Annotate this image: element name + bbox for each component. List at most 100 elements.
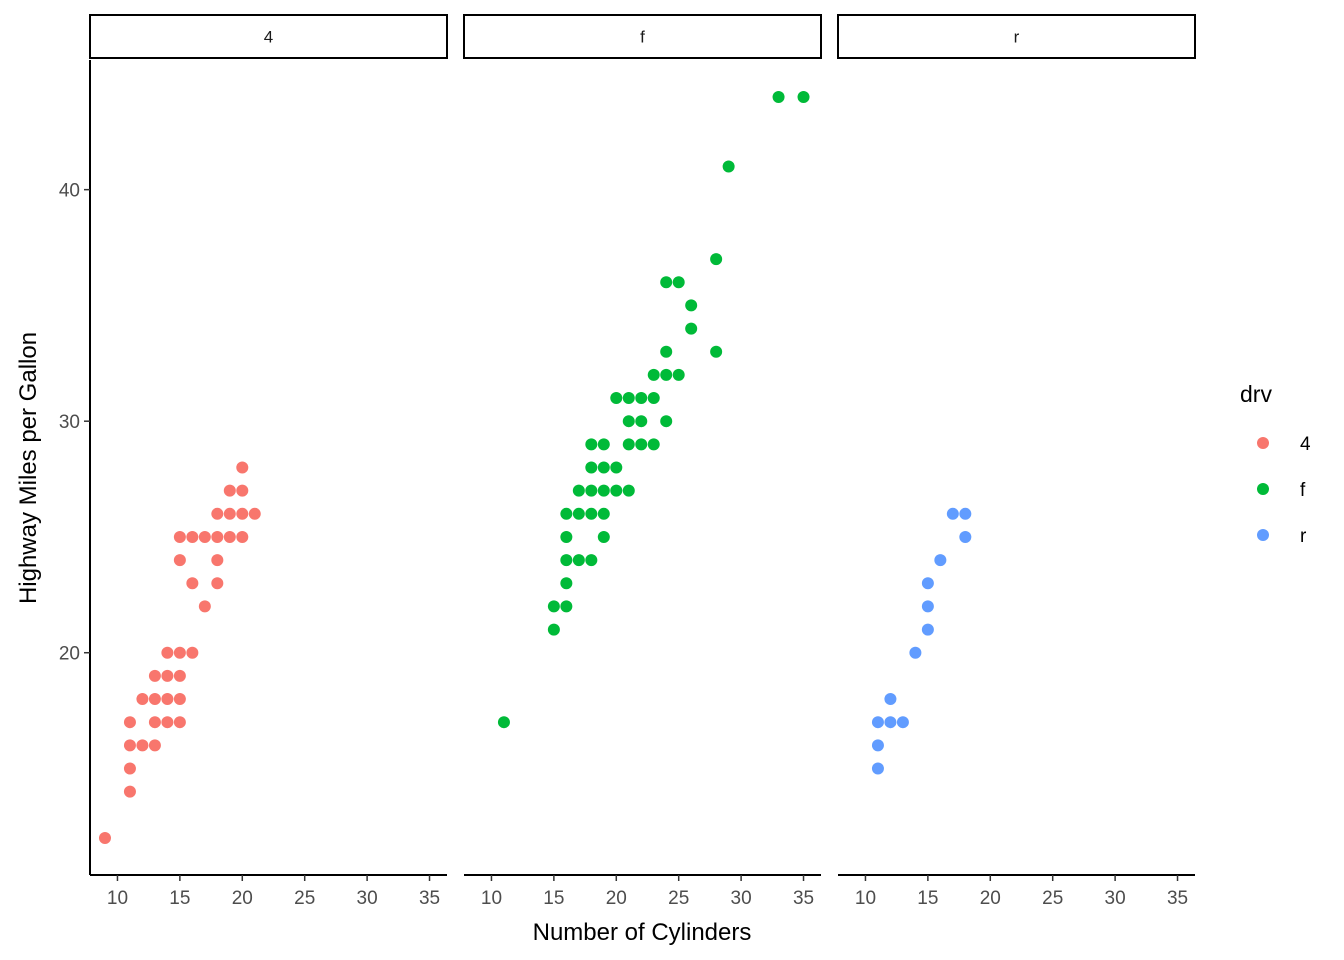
- data-point: [198, 600, 211, 613]
- data-point: [622, 484, 635, 497]
- data-point: [173, 716, 186, 729]
- data-point: [497, 716, 510, 729]
- data-point: [921, 600, 934, 613]
- data-point: [223, 507, 236, 520]
- facet-strip-label: r: [1014, 28, 1020, 47]
- data-point: [572, 507, 585, 520]
- legend-key: [1257, 483, 1269, 495]
- data-point: [647, 368, 660, 381]
- data-point: [597, 507, 610, 520]
- x-tick-label: 20: [980, 888, 1001, 909]
- data-point: [622, 415, 635, 428]
- x-tick-label: 20: [606, 888, 627, 909]
- y-tick-label: 30: [59, 412, 80, 433]
- data-point: [660, 368, 673, 381]
- data-point: [223, 530, 236, 543]
- data-point: [236, 507, 249, 520]
- data-point: [647, 392, 660, 405]
- data-point: [173, 530, 186, 543]
- facet-panel-4: 4 10 15 20 25 30 35: [89, 14, 448, 909]
- facet-panel-f: f 10 15 20 25 30 35: [463, 14, 822, 909]
- data-point: [635, 392, 648, 405]
- data-point: [635, 415, 648, 428]
- facet-panels: 4 10 15 20 25 30 35 f 10 15 20 25 30 35 r 10 15 20 25 30 35: [89, 14, 1196, 909]
- data-point: [871, 739, 884, 752]
- data-point: [909, 646, 922, 659]
- data-point: [173, 693, 186, 706]
- data-point: [173, 646, 186, 659]
- data-point: [248, 507, 261, 520]
- legend-item-4: 4: [1257, 434, 1311, 455]
- data-point: [610, 392, 623, 405]
- x-tick-label: 10: [855, 888, 876, 909]
- x-tick-label: 20: [232, 888, 253, 909]
- x-tick-label: 35: [1167, 888, 1188, 909]
- data-point: [136, 739, 149, 752]
- legend-label: r: [1300, 526, 1307, 547]
- data-point: [959, 530, 972, 543]
- data-point: [123, 739, 136, 752]
- data-point: [236, 461, 249, 474]
- data-point: [685, 322, 698, 335]
- data-point: [685, 299, 698, 312]
- legend-item-r: r: [1257, 526, 1307, 547]
- data-point: [148, 716, 161, 729]
- x-tick-label: 25: [668, 888, 689, 909]
- x-tick-label: 30: [731, 888, 752, 909]
- data-point: [161, 716, 174, 729]
- data-point: [921, 577, 934, 590]
- data-point: [585, 484, 598, 497]
- data-point: [884, 716, 897, 729]
- x-tick-label: 35: [793, 888, 814, 909]
- x-tick-label: 15: [543, 888, 564, 909]
- x-tick-label: 25: [294, 888, 315, 909]
- data-point: [560, 507, 573, 520]
- data-point: [161, 669, 174, 682]
- data-point: [884, 693, 897, 706]
- x-tick-label: 35: [419, 888, 440, 909]
- data-point: [211, 507, 224, 520]
- data-point: [186, 577, 199, 590]
- data-point: [161, 646, 174, 659]
- data-point: [959, 507, 972, 520]
- data-point: [211, 530, 224, 543]
- data-point: [610, 484, 623, 497]
- data-point: [236, 530, 249, 543]
- data-point: [585, 507, 598, 520]
- x-axis-title: Number of Cylinders: [533, 919, 752, 946]
- x-tick-label: 30: [357, 888, 378, 909]
- legend-item-f: f: [1257, 480, 1306, 501]
- y-axis: 20 30 40: [59, 60, 91, 875]
- data-point: [223, 484, 236, 497]
- data-point: [635, 438, 648, 451]
- facet-strip-label: 4: [264, 28, 273, 47]
- data-point: [123, 762, 136, 775]
- facet-strip: [837, 14, 1196, 59]
- data-point: [123, 716, 136, 729]
- legend-key: [1257, 529, 1269, 541]
- data-point: [585, 461, 598, 474]
- data-point: [797, 91, 810, 104]
- facet-panel-r: r 10 15 20 25 30 35: [837, 14, 1196, 909]
- data-point: [660, 415, 673, 428]
- x-tick-label: 15: [169, 888, 190, 909]
- data-point: [173, 554, 186, 567]
- data-point: [597, 438, 610, 451]
- data-point: [585, 438, 598, 451]
- x-tick-label: 30: [1105, 888, 1126, 909]
- data-point: [622, 438, 635, 451]
- data-point: [136, 693, 149, 706]
- data-point: [921, 623, 934, 636]
- data-point: [622, 392, 635, 405]
- data-point: [871, 762, 884, 775]
- data-point: [560, 530, 573, 543]
- data-point: [660, 345, 673, 358]
- x-tick-label: 25: [1042, 888, 1063, 909]
- legend-label: 4: [1300, 434, 1311, 455]
- data-point: [647, 438, 660, 451]
- data-point: [597, 484, 610, 497]
- data-point: [772, 91, 785, 104]
- data-point: [896, 716, 909, 729]
- data-point: [186, 530, 199, 543]
